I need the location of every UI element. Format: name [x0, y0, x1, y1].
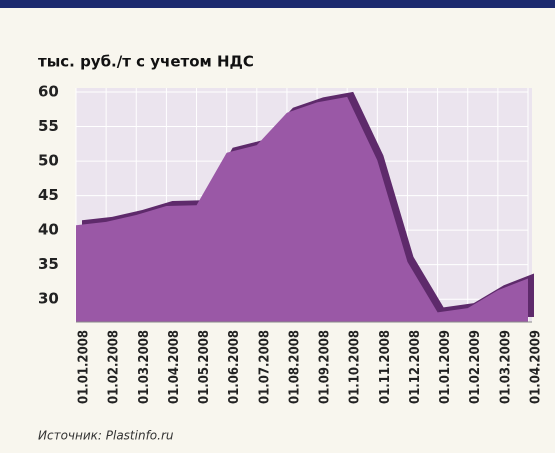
x-tick-label: 01.02.2008: [107, 330, 122, 404]
y-tick-label: 30: [38, 290, 59, 308]
x-tick-label: 01.01.2008: [77, 330, 92, 404]
x-tick-label: 01.03.2008: [137, 330, 152, 404]
top-bar: [0, 0, 555, 8]
y-tick-label: 55: [38, 117, 59, 135]
x-tick-label: 01.05.2008: [197, 330, 212, 404]
x-tick-label: 01.04.2009: [529, 330, 544, 404]
x-tick-label: 01.10.2008: [348, 330, 363, 404]
y-tick-label: 35: [38, 255, 59, 273]
x-tick-label: 01.04.2008: [167, 330, 182, 404]
y-tick-label: 60: [38, 83, 59, 101]
x-tick-label: 01.06.2008: [227, 330, 242, 404]
y-tick-label: 50: [38, 152, 59, 170]
source: Источник: Plastinfo.ru: [38, 429, 174, 443]
x-tick-label: 01.01.2009: [438, 330, 453, 404]
area: [76, 96, 528, 322]
y-tick-label: 40: [38, 221, 59, 239]
x-tick-label: 01.03.2009: [498, 330, 513, 404]
x-tick-label: 01.08.2008: [287, 330, 302, 404]
x-tick-label: 01.02.2009: [468, 330, 483, 404]
x-tick-label: 01.09.2008: [318, 330, 333, 404]
x-tick-label: 01.11.2008: [378, 330, 393, 404]
x-tick-label: 01.07.2008: [257, 330, 272, 404]
x-tick-label: 01.12.2008: [408, 330, 423, 404]
y-tick-label: 45: [38, 186, 59, 204]
axis-title: тыс. руб./т с учетом НДС: [38, 53, 254, 71]
